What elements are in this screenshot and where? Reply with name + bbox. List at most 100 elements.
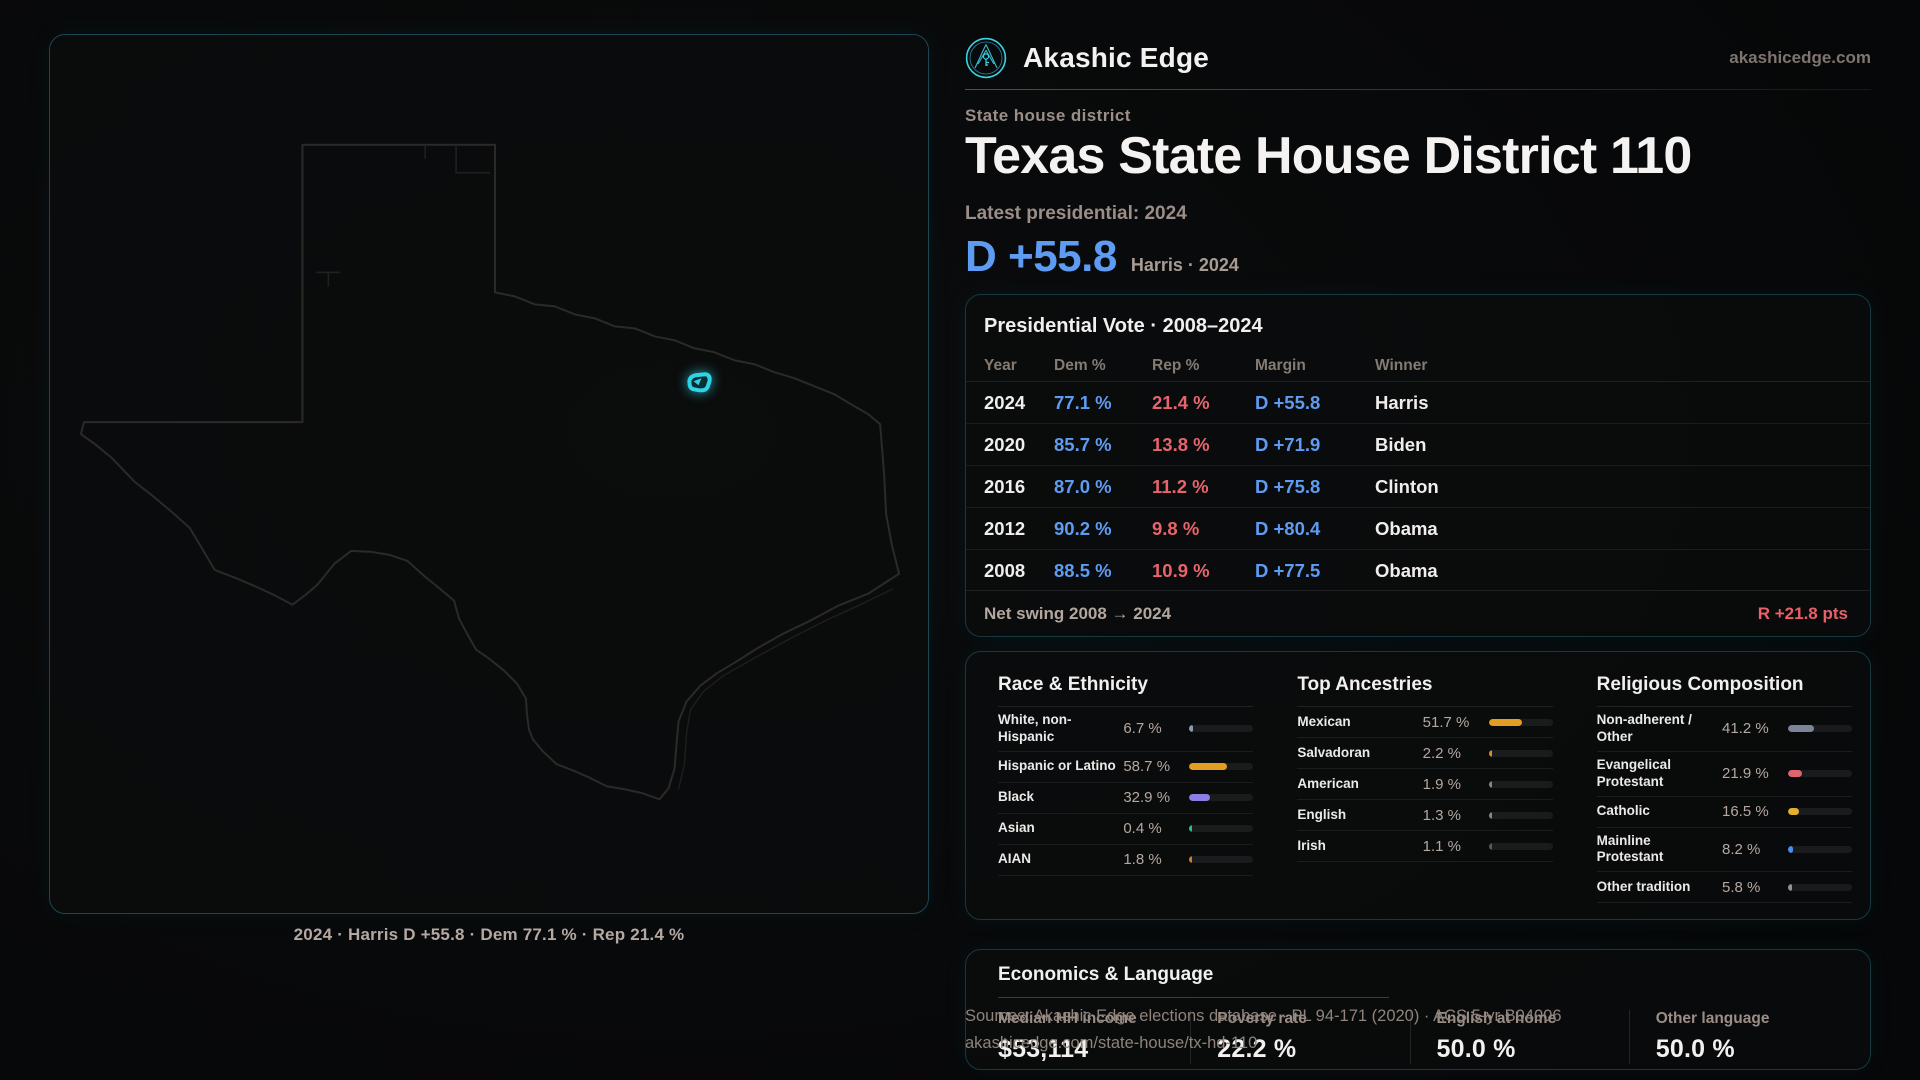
demo-row-bar-track [1488,718,1553,726]
vote-rep: 11.2 % [1152,475,1209,497]
demo-row-label: Evangelical Protestant [1596,756,1671,789]
demo-row-bar-track [1488,780,1553,788]
economics-language-panel: Economics & Language Median HH income $53… [965,949,1871,1070]
demo-row: Evangelical Protestant 21.9 % [1596,752,1852,797]
demo-row-value: 1.1 % [1422,837,1462,855]
demo-row-bar-fill [1488,718,1522,726]
vote-winner: Obama [1375,517,1438,539]
header-divider [965,89,1871,90]
vote-row-2008: 2008 88.5 % 10.9 % D +77.5 Obama [966,550,1870,592]
vote-row-2012: 2012 90.2 % 9.8 % D +80.4 Obama [966,508,1870,550]
vote-margin: D +77.5 [1255,560,1321,581]
top-ancestries-title: Top Ancestries [1297,666,1553,707]
headline-margin: D +55.8 Harris · 2024 [965,232,1239,282]
demo-row-label: Other tradition [1596,878,1691,894]
demo-row-label: White, non-Hispanic [998,712,1072,744]
vote-row-2024: 2024 77.1 % 21.4 % D +55.8 Harris [966,382,1870,424]
demo-row-value: 6.7 % [1123,720,1162,738]
econ-stats: Median HH income $53,114 Poverty rate 22.2 … [998,1010,1848,1064]
demo-row-bar-track [1189,725,1254,733]
demo-row-bar-track [1189,825,1254,833]
demo-row-label: Mexican [1297,713,1351,729]
site-header: Akashic Edge akashicedge.com [965,30,1871,86]
economics-title: Economics & Language [998,964,1214,985]
faint-boundary-lines [316,144,490,287]
econ-stat-value: 50.0 % [1655,1035,1735,1063]
demo-row-label: Black [998,789,1035,805]
vote-margin: D +75.8 [1255,475,1321,497]
vote-year: 2020 [984,433,1026,455]
akashic-edge-logo-icon [965,37,1007,79]
vote-rep: 9.8 % [1152,517,1200,539]
demo-row: Mainline Protestant 8.2 % [1596,828,1852,873]
vote-table-body: 2024 77.1 % 21.4 % D +55.8 Harris 2020 85.7 % 1… [966,382,1870,592]
econ-stat: Other language 50.0 % [1628,1010,1848,1064]
latest-presidential-label: Latest presidential: 2024 [965,203,1187,224]
col-dem: Dem % [1054,356,1106,374]
demo-row-bar-fill [1189,725,1194,733]
demo-row-bar-fill [1488,780,1492,788]
demo-row-bar-fill [1787,770,1802,778]
demo-row-bar-track [1189,763,1254,771]
demo-row-bar-fill [1787,883,1792,891]
vote-margin: D +71.9 [1255,433,1321,455]
brand-name: Akashic Edge [1023,42,1210,73]
demo-row: Mexican 51.7 % [1297,707,1553,738]
econ-stat: English at home 50.0 % [1409,1010,1629,1064]
demo-row-bar-track [1189,856,1254,864]
demo-row-bar-track [1787,883,1852,891]
col-winner: Winner [1375,356,1428,374]
vote-dem: 85.7 % [1054,433,1112,455]
vote-dem: 88.5 % [1054,560,1112,581]
vote-dem: 77.1 % [1054,391,1112,413]
demo-row: Hispanic or Latino 58.7 % [998,752,1254,783]
econ-stat: Poverty rate 22.2 % [1190,1010,1409,1064]
vote-rep: 10.9 % [1152,560,1210,581]
district-map-panel[interactable] [49,34,929,914]
demo-row: Non-adherent / Other 41.2 % [1596,707,1852,752]
texas-map [79,143,901,801]
district-marker[interactable] [687,372,712,393]
demo-row-bar-fill [1787,808,1799,815]
demo-row-label: Irish [1297,837,1326,853]
demo-row-bar-fill [1189,763,1228,771]
demo-row-bar-track [1787,808,1852,815]
texas-outline [79,143,901,801]
vote-year: 2016 [984,475,1026,497]
district-type-kicker: State house district [965,106,1131,125]
demo-row-bar-fill [1787,725,1814,733]
econ-stat-value: 50.0 % [1436,1035,1516,1063]
demo-row-value: 41.2 % [1721,720,1769,738]
demo-row-label: Asian [998,820,1035,836]
vote-margin: D +55.8 [1255,391,1321,413]
vote-winner: Biden [1375,433,1427,455]
demo-row: Salvadoran 2.2 % [1297,738,1553,769]
demo-row-value: 1.9 % [1422,775,1462,793]
vote-winner: Harris [1375,391,1429,413]
demo-row-bar-fill [1189,856,1193,864]
religious-composition-rows: Non-adherent / Other 41.2 % Evangelical Pr… [1596,707,1852,904]
demo-row-value: 21.9 % [1721,765,1769,783]
demo-row: Catholic 16.5 % [1596,797,1852,828]
economics-divider [998,997,1389,998]
demo-row-label: Non-adherent / Other [1596,712,1692,744]
vote-year: 2008 [984,560,1026,581]
religious-composition-section: Religious Composition Non-adherent / Oth… [1596,666,1852,919]
demo-row-value: 5.8 % [1721,878,1761,896]
demo-row-value: 1.8 % [1123,851,1162,869]
demo-row-bar-track [1488,842,1553,850]
econ-stat-label: Poverty rate [1217,1010,1307,1027]
top-ancestries-rows: Mexican 51.7 % Salvadoran 2.2 % American 1.9 … [1297,707,1553,862]
top-ancestries-section: Top Ancestries Mexican 51.7 % Salvadoran 2.… [1297,666,1553,919]
religious-composition-title: Religious Composition [1596,666,1852,707]
brand-domain: akashicedge.com [1729,48,1871,67]
demo-row: Other tradition 5.8 % [1596,872,1852,904]
net-swing-label: Net swing 2008 → 2024 [984,603,1172,623]
vote-table-title: Presidential Vote · 2008–2024 [984,315,1263,337]
demo-row-value: 2.2 % [1422,744,1462,762]
col-margin: Margin [1255,356,1306,374]
map-caption: 2024 · Harris D +55.8 · Dem 77.1 % · Rep… [293,925,685,944]
demo-row-value: 51.7 % [1422,713,1470,731]
demo-row-bar-fill [1488,811,1492,819]
demo-row-label: Catholic [1596,803,1650,819]
